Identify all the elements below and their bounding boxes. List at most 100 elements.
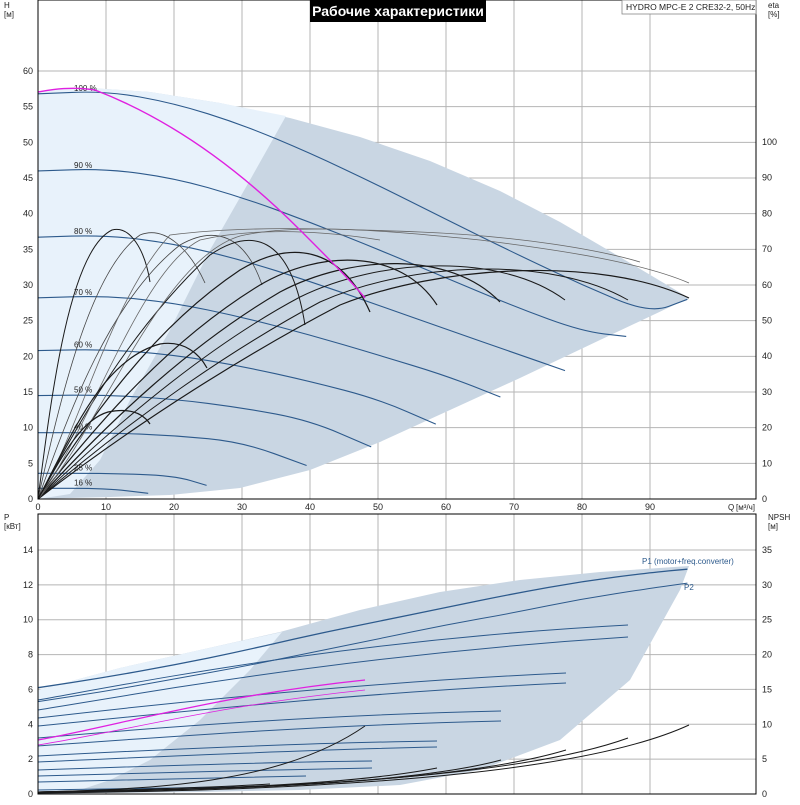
x-tick-label: 80 bbox=[577, 502, 587, 512]
head-axis-ticks: 0 10 20 30 40 50 60 70 80 90 0 5 10 15 20 25 30 35 40 45 50 5… bbox=[23, 66, 777, 512]
power-highlight-curve bbox=[37, 679, 366, 741]
y2-tick-label: 0 bbox=[762, 494, 767, 504]
y-tick-label: 10 bbox=[23, 423, 33, 433]
speed-label: 25 % bbox=[74, 463, 92, 472]
speed-curve bbox=[37, 235, 566, 372]
npsh-tick-label: 20 bbox=[762, 650, 772, 660]
y-tick-label: 40 bbox=[23, 209, 33, 219]
power-curve bbox=[37, 682, 567, 727]
y2-tick-label: 90 bbox=[762, 173, 772, 183]
y2-axis-unit: [%] bbox=[768, 10, 780, 19]
y2-tick-label: 100 bbox=[762, 137, 777, 147]
speed-curve bbox=[37, 295, 501, 398]
x-tick-label: 60 bbox=[441, 502, 451, 512]
eta-curve bbox=[37, 228, 641, 500]
p-tick-label: 14 bbox=[23, 545, 33, 555]
head-chart-frame bbox=[37, 0, 757, 500]
y-tick-label: 60 bbox=[23, 66, 33, 76]
eta-curve bbox=[37, 240, 306, 500]
model-label: HYDRO MPC-E 2 CRE32-2, 50Hz bbox=[626, 2, 755, 12]
speed-label: 70 % bbox=[74, 288, 92, 297]
y2-tick-label: 40 bbox=[762, 351, 772, 361]
npsh-tick-label: 30 bbox=[762, 580, 772, 590]
p-tick-label: 6 bbox=[28, 684, 33, 694]
power-curve bbox=[37, 710, 502, 739]
power-chart: 0 2 4 6 8 10 12 14 0 5 10 15 20 25 30 35 P [кВт] NPSH [… bbox=[4, 513, 790, 799]
npsh-curve bbox=[37, 783, 271, 793]
power-light-area bbox=[38, 632, 282, 794]
npsh-tick-label: 0 bbox=[762, 789, 767, 799]
y2-tick-label: 50 bbox=[762, 316, 772, 326]
eta-curve bbox=[37, 265, 566, 500]
speed-label: 60 % bbox=[74, 341, 92, 350]
speed-curve bbox=[37, 169, 627, 337]
head-chart: 100 %90 %80 %70 %60 %50 %40 %25 %16 % bbox=[4, 0, 780, 512]
p-tick-label: 8 bbox=[28, 650, 33, 660]
p-axis-unit: [кВт] bbox=[4, 522, 21, 531]
power-curve bbox=[37, 740, 438, 757]
x-axis-unit: [м³/ч] bbox=[736, 503, 755, 512]
speed-label: 80 % bbox=[74, 227, 92, 236]
y2-tick-label: 60 bbox=[762, 280, 772, 290]
power-curve bbox=[37, 775, 307, 783]
x-axis-label: Q bbox=[728, 503, 734, 512]
y-tick-label: 25 bbox=[23, 316, 33, 326]
y-axis-label: H bbox=[4, 1, 10, 10]
efficiency-curves bbox=[37, 228, 690, 500]
power-speed-curves bbox=[37, 624, 629, 793]
y-tick-label: 5 bbox=[28, 458, 33, 468]
title-box bbox=[310, 0, 486, 22]
npsh-curve bbox=[37, 724, 690, 794]
npsh-tick-label: 10 bbox=[762, 719, 772, 729]
chart-title: Рабочие характеристики bbox=[312, 3, 484, 19]
p-tick-label: 10 bbox=[23, 615, 33, 625]
npsh-curves bbox=[37, 724, 690, 794]
eta-curve bbox=[37, 234, 263, 500]
speed-label: 90 % bbox=[74, 161, 92, 170]
x-tick-label: 0 bbox=[35, 502, 40, 512]
npsh-tick-label: 25 bbox=[762, 615, 772, 625]
speed-curve bbox=[37, 394, 372, 448]
highlight-curve bbox=[37, 87, 366, 299]
p-axis-label: P bbox=[4, 513, 9, 522]
y-tick-label: 45 bbox=[23, 173, 33, 183]
y2-tick-label: 20 bbox=[762, 423, 772, 433]
y2-tick-label: 70 bbox=[762, 244, 772, 254]
speed-label: 40 % bbox=[74, 423, 92, 432]
y2-axis-label: eta bbox=[768, 1, 780, 10]
speed-curve bbox=[37, 472, 207, 486]
x-tick-label: 90 bbox=[645, 502, 655, 512]
model-label-box bbox=[621, 0, 757, 15]
y-tick-label: 20 bbox=[23, 351, 33, 361]
power-curve bbox=[37, 767, 373, 777]
p-tick-label: 2 bbox=[28, 754, 33, 764]
head-light-area bbox=[38, 88, 286, 499]
p-tick-label: 4 bbox=[28, 719, 33, 729]
y2-tick-label: 10 bbox=[762, 458, 772, 468]
x-tick-label: 20 bbox=[169, 502, 179, 512]
eta-curve bbox=[37, 263, 501, 500]
npsh-axis-unit: [м] bbox=[768, 522, 778, 531]
power-curve bbox=[37, 624, 629, 701]
y-tick-label: 30 bbox=[23, 280, 33, 290]
x-tick-label: 30 bbox=[237, 502, 247, 512]
p-tick-label: 12 bbox=[23, 580, 33, 590]
speed-curve bbox=[37, 91, 688, 310]
x-tick-label: 40 bbox=[305, 502, 315, 512]
npsh-axis-label: NPSH bbox=[768, 513, 790, 522]
eta-curve bbox=[37, 228, 151, 500]
y-tick-label: 35 bbox=[23, 244, 33, 254]
p-tick-label: 0 bbox=[28, 789, 33, 799]
power-chart-frame bbox=[37, 513, 757, 795]
p1-curve bbox=[37, 568, 688, 689]
y-axis-unit: [м] bbox=[4, 10, 14, 19]
npsh-curve bbox=[37, 737, 629, 793]
speed-label: 16 % bbox=[74, 478, 92, 487]
power-curve bbox=[37, 636, 629, 711]
y-tick-label: 55 bbox=[23, 102, 33, 112]
y2-tick-label: 30 bbox=[762, 387, 772, 397]
y-tick-label: 50 bbox=[23, 137, 33, 147]
power-curve bbox=[37, 760, 373, 771]
x-tick-label: 70 bbox=[509, 502, 519, 512]
